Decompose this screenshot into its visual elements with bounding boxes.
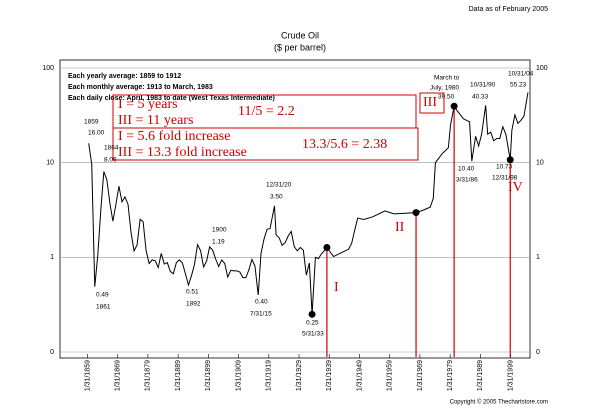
y2-tick-label: 0 xyxy=(536,349,540,356)
point-label: 12/31/98 xyxy=(492,175,518,182)
x-tick-label: 1/31/1899 xyxy=(205,360,212,391)
x-tick-label: 1/31/1929 xyxy=(296,360,303,391)
x-tick-label: 1/31/1959 xyxy=(387,360,394,391)
point-label: 0.25 xyxy=(306,320,319,327)
y-tick-label: 1 xyxy=(50,254,54,261)
x-tick-label: 1/31/1979 xyxy=(447,360,454,391)
annotation: IV xyxy=(508,180,523,195)
chart-subtitle: ($ per barrel) xyxy=(274,42,326,52)
y-tick-label: 0 xyxy=(50,349,54,356)
point-label: 16.00 xyxy=(88,130,105,137)
point-label: 1.19 xyxy=(212,239,225,246)
x-tick-label: 1/31/1949 xyxy=(356,360,363,391)
point-label: 10/31/90 xyxy=(470,82,496,89)
point-label: July, 1980 xyxy=(430,85,460,92)
legend-note: Each daily close: April, 1983 to date (W… xyxy=(68,95,275,102)
point-marker xyxy=(308,310,316,318)
y2-tick-label: 10 xyxy=(536,160,544,167)
point-marker xyxy=(323,244,331,252)
legend-note: Each yearly average: 1859 to 1912 xyxy=(68,73,181,80)
point-label: 40.33 xyxy=(472,94,489,101)
point-label: 7/31/15 xyxy=(250,311,272,318)
chart-title: Crude Oil xyxy=(281,30,319,40)
point-label: 5/31/33 xyxy=(302,331,324,338)
point-marker xyxy=(506,156,514,164)
point-marker xyxy=(412,209,420,217)
x-tick-label: 1/31/1879 xyxy=(145,360,152,391)
point-labels: 1859 16.00 1864 8.06 0.49 1861 1900 1.19… xyxy=(84,71,534,338)
x-tick-label: 1/31/1989 xyxy=(477,360,484,391)
x-tick-label: 1/31/1859 xyxy=(84,360,91,391)
annotation: III = 13.3 fold increase xyxy=(118,145,247,160)
x-tick-label: 1/31/1939 xyxy=(326,360,333,391)
plot-frame xyxy=(59,59,531,359)
y2-tick-label: 100 xyxy=(536,65,548,72)
annotation-box xyxy=(112,127,419,161)
y-tick-label: 10 xyxy=(46,160,54,167)
point-label: 1892 xyxy=(186,301,201,308)
annotation: I = 5 years xyxy=(118,97,178,112)
point-label: 1864 xyxy=(104,145,119,152)
x-tick-label: 1/31/1869 xyxy=(115,360,122,391)
point-label: 0.49 xyxy=(96,292,109,299)
annotation: 13.3/5.6 = 2.38 xyxy=(302,137,387,152)
y-tick-label: 100 xyxy=(42,65,54,72)
point-label: 10/31/04 xyxy=(508,71,534,78)
annotation: III = 11 years xyxy=(118,113,193,128)
annotation: I = 5.6 fold increase xyxy=(118,129,230,144)
x-tick-label: 1/31/1969 xyxy=(417,360,424,391)
point-label: 0.51 xyxy=(186,289,199,296)
price-line xyxy=(88,92,529,315)
point-label: 1900 xyxy=(212,227,227,234)
point-label: 3/31/86 xyxy=(456,177,478,184)
x-tick-label: 1/31/1919 xyxy=(266,360,273,391)
point-label: 12/31/20 xyxy=(266,182,292,189)
x-tick-label: 1/31/1909 xyxy=(235,360,242,391)
point-label: 1861 xyxy=(96,304,111,311)
credit: Copyright © 2005 Thechartstore.com xyxy=(450,399,548,406)
point-label: 1859 xyxy=(84,119,99,126)
point-marker xyxy=(450,102,458,110)
point-label: 8.06 xyxy=(104,157,117,164)
point-label: 10.73 xyxy=(496,164,513,171)
point-label: 55.23 xyxy=(510,82,527,89)
annotation-box xyxy=(419,92,445,114)
point-label: 0.40 xyxy=(255,299,268,306)
annotation: II xyxy=(395,220,405,235)
point-label: 10.40 xyxy=(458,166,475,173)
data-note: Data as of February 2005 xyxy=(469,6,548,13)
x-tick-label: 1/31/1999 xyxy=(507,360,514,391)
y2-tick-label: 1 xyxy=(536,254,540,261)
annotation: I xyxy=(334,280,339,295)
annotation: III xyxy=(423,95,437,110)
point-label: 3.50 xyxy=(270,194,283,201)
x-tick-label: 1/31/1889 xyxy=(175,360,182,391)
annotation: 11/5 = 2.2 xyxy=(238,104,295,119)
point-label: 39.50 xyxy=(438,94,455,101)
point-label: March to xyxy=(434,75,460,82)
legend-note: Each monthly average: 1913 to March, 198… xyxy=(68,84,213,91)
